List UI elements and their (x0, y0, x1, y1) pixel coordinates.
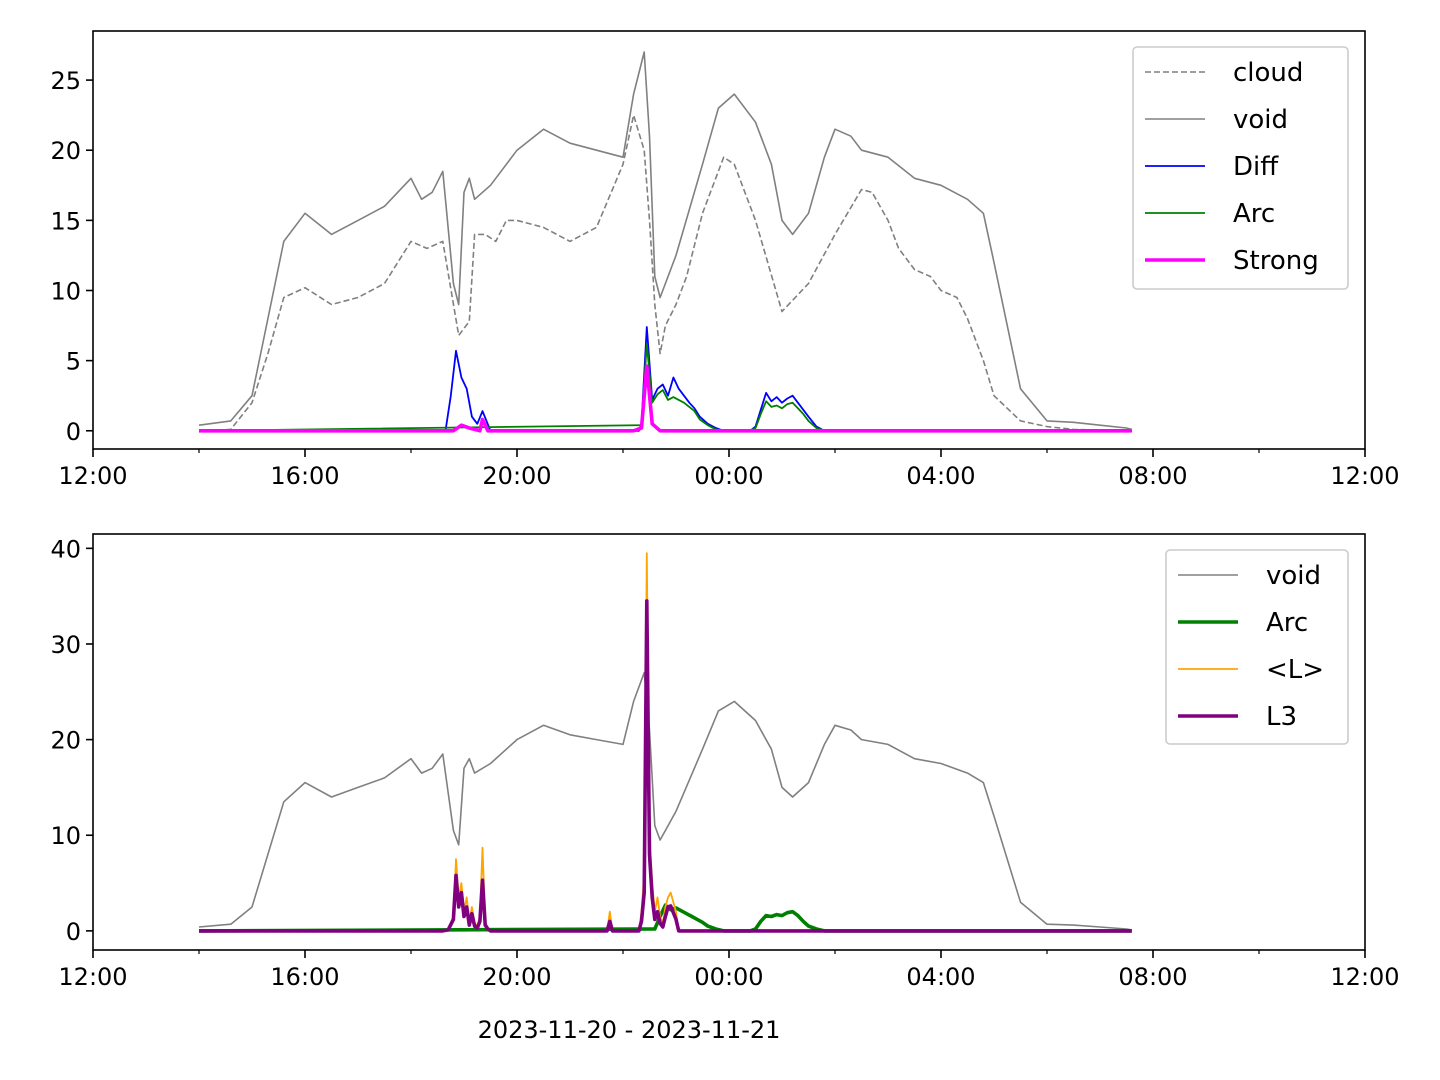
y-tick-label: 0 (66, 918, 81, 946)
legend-label: Diff (1233, 152, 1279, 182)
x-tick-label: 00:00 (694, 462, 763, 490)
chart-top: 0 5 10 15 20 25 12:00 16:00 20:00 00:00 04:00 08:00… (50, 30, 1400, 490)
series-line-void (198, 671, 1132, 931)
series-group (198, 552, 1132, 933)
x-tick-label: 12:00 (1330, 963, 1399, 991)
legend-label: Arc (1233, 199, 1275, 229)
x-tick-label: 04:00 (906, 963, 975, 991)
legend-frame (1165, 549, 1349, 745)
series-line-strong (199, 364, 1132, 433)
x-tick-label: 16:00 (270, 462, 339, 490)
y-tick-label: 10 (50, 822, 81, 850)
legend-label: Arc (1266, 608, 1308, 638)
series-line-l3 (199, 599, 1132, 933)
y-tick-label: 15 (50, 207, 81, 235)
legend: cloud void Diff Arc Strong (1132, 46, 1349, 290)
y-tick-label: 25 (50, 67, 81, 95)
legend-label: void (1233, 105, 1288, 135)
legend-label: <L> (1266, 655, 1324, 685)
y-tick-label: 0 (66, 418, 81, 446)
legend-label: Strong (1233, 246, 1319, 276)
series-group (198, 51, 1133, 433)
x-tick-label: 00:00 (694, 963, 763, 991)
legend-label: cloud (1233, 58, 1303, 88)
x-tick-label: 08:00 (1118, 963, 1187, 991)
x-tick-label: 20:00 (482, 462, 551, 490)
x-tick-label: 12:00 (58, 462, 127, 490)
x-tick-label: 12:00 (1330, 462, 1399, 490)
x-tick-label: 04:00 (906, 462, 975, 490)
legend-label: L3 (1266, 702, 1297, 732)
x-tick-label: 08:00 (1118, 462, 1187, 490)
series-line-diff (199, 326, 1132, 432)
y-tick-label: 5 (66, 348, 81, 376)
legend: void Arc <L> L3 (1165, 549, 1349, 745)
chart-bottom: 0 10 20 30 40 12:00 16:00 20:00 00:00 04:00 08:00 1… (50, 533, 1400, 1044)
y-tick-label: 40 (50, 535, 81, 563)
x-tick-label: 16:00 (270, 963, 339, 991)
y-tick-label: 20 (50, 727, 81, 755)
legend-frame (1132, 46, 1349, 290)
legend-label: void (1266, 561, 1321, 591)
y-tick-label: 10 (50, 277, 81, 305)
y-tick-label: 20 (50, 137, 81, 165)
x-axis-label: 2023-11-20 - 2023-11-21 (478, 1016, 781, 1044)
y-tick-label: 30 (50, 631, 81, 659)
series-line-cloud (198, 114, 1132, 432)
x-tick-label: 20:00 (482, 963, 551, 991)
x-tick-label: 12:00 (58, 963, 127, 991)
series-line-void (198, 51, 1133, 431)
